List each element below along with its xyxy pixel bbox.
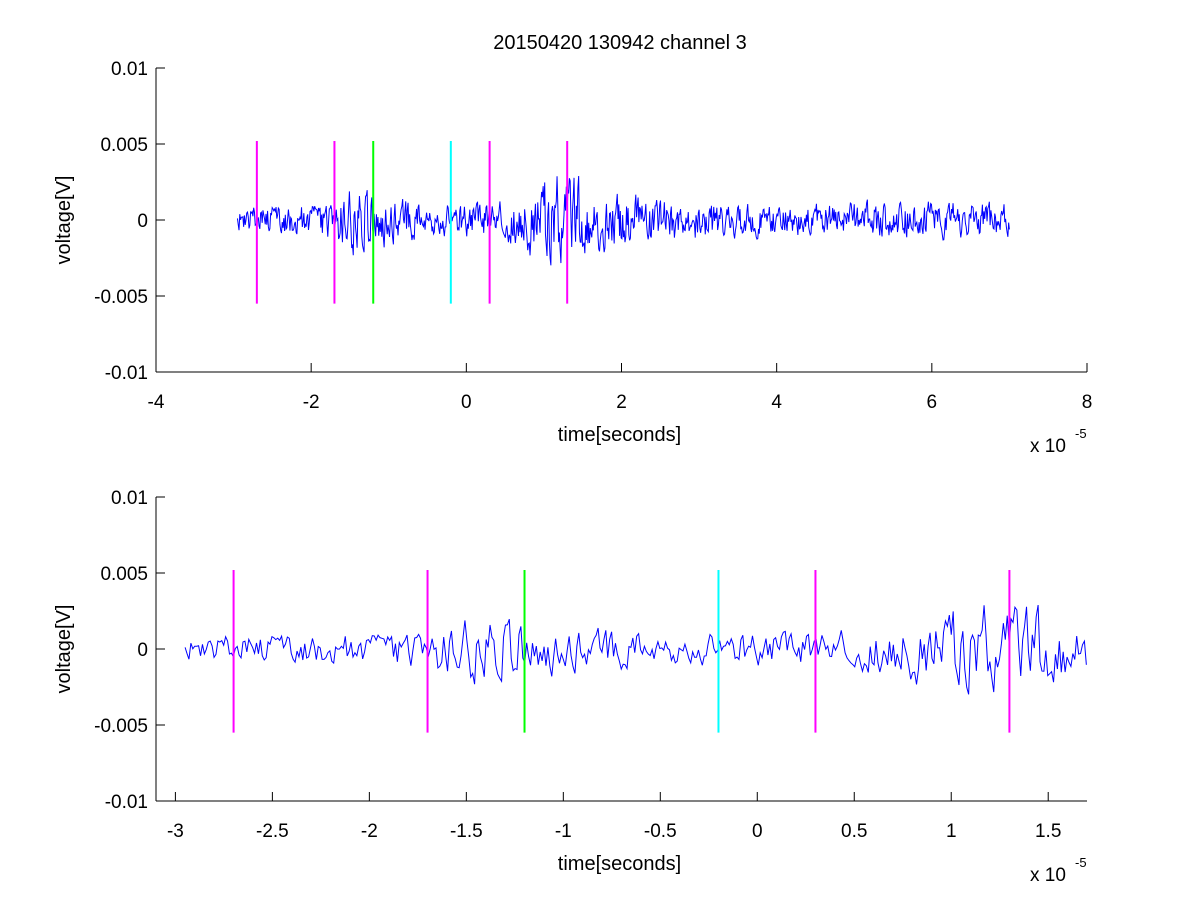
x-tick-label: 4 <box>771 392 782 413</box>
x-tick-label: -2.5 <box>256 821 289 842</box>
series-group <box>236 176 1010 266</box>
x-tick-label: -1 <box>555 821 572 842</box>
x-multiplier: x 10 <box>1030 436 1066 457</box>
x-tick-label: 6 <box>927 392 938 413</box>
x-tick-label: 0.5 <box>841 821 867 842</box>
x-tick-label: -2 <box>361 821 378 842</box>
y-tick-label: 0.01 <box>111 59 148 80</box>
x-tick-label: -2 <box>303 392 320 413</box>
x-tick-label: -3 <box>167 821 184 842</box>
x-axis-label: time[seconds] <box>558 853 681 875</box>
y-tick-label: 0.005 <box>100 564 148 585</box>
x-tick-label: 1 <box>946 821 957 842</box>
y-tick-label: -0.005 <box>94 287 148 308</box>
y-tick-label: 0 <box>137 640 148 661</box>
series-group <box>184 604 1087 695</box>
signal-trace <box>184 604 1087 695</box>
x-axis-label: time[seconds] <box>558 424 681 446</box>
x-multiplier: x 10 <box>1030 865 1066 886</box>
y-tick-label: 0 <box>137 211 148 232</box>
x-multiplier-exponent: -5 <box>1075 855 1087 870</box>
y-axis-label: voltage[V] <box>53 605 75 694</box>
y-tick-label: -0.01 <box>105 363 148 384</box>
y-axis-label: voltage[V] <box>53 176 75 265</box>
x-multiplier-exponent: -5 <box>1075 426 1087 441</box>
x-tick-label: -0.5 <box>644 821 677 842</box>
x-tick-label: -4 <box>148 392 165 413</box>
signal-trace <box>236 176 1010 266</box>
y-tick-label: -0.005 <box>94 716 148 737</box>
top-plot: 0.01 0.005 0 -0.005 -0.01-4 -2 0 2 4 6 8 time[secon… <box>53 59 1092 457</box>
bottom-plot: 0.01 0.005 0 -0.005 -0.01 -3 -2.5 -2 -1.5 -1 -0.5 0… <box>53 488 1087 886</box>
x-tick-label: 0 <box>461 392 472 413</box>
y-tick-label: 0.01 <box>111 488 148 509</box>
x-tick-label: -1.5 <box>450 821 483 842</box>
y-tick-label: 0.005 <box>100 135 148 156</box>
figure-title: 20150420 130942 channel 3 <box>493 32 747 54</box>
y-tick-label: -0.01 <box>105 792 148 813</box>
x-tick-label: 1.5 <box>1035 821 1061 842</box>
x-tick-label: 0 <box>752 821 763 842</box>
x-tick-label: 2 <box>616 392 627 413</box>
x-tick-label: 8 <box>1082 392 1093 413</box>
